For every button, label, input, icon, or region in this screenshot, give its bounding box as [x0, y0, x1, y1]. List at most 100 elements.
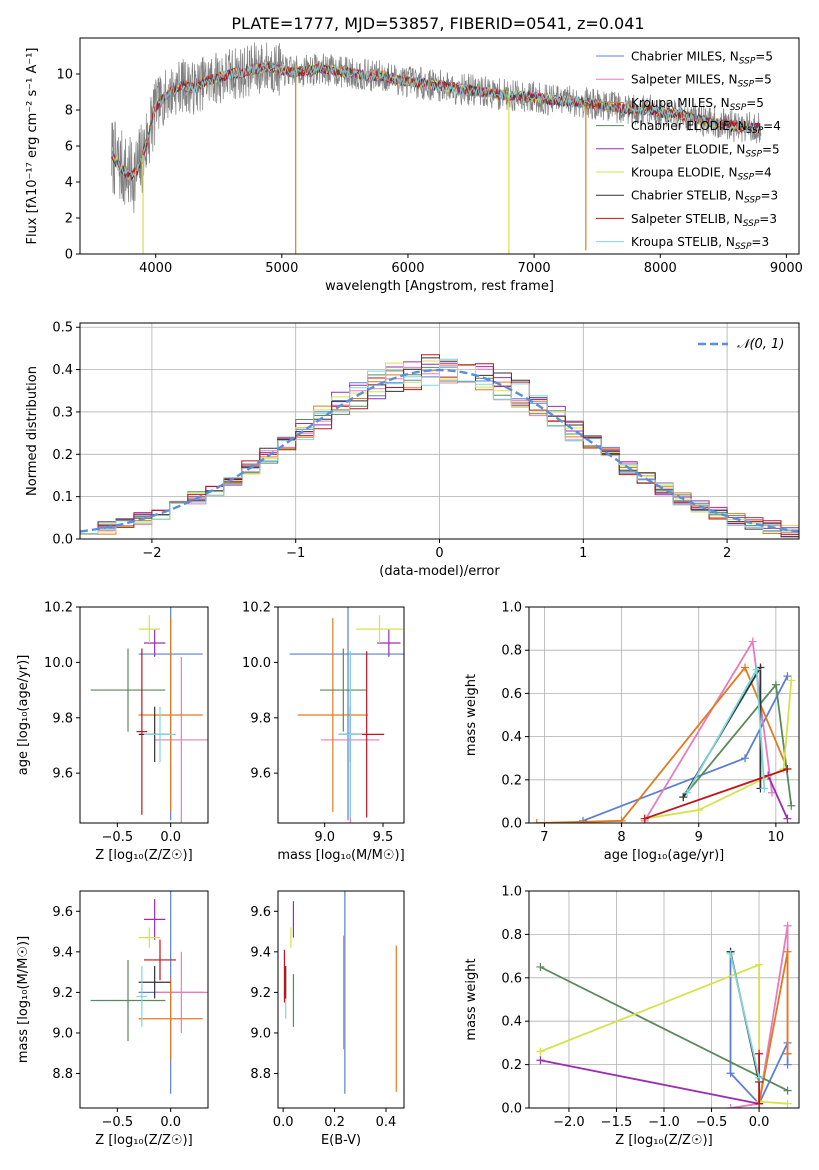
plot-area — [283, 891, 397, 1094]
x-tick-label: 1 — [579, 546, 587, 561]
x-tick-label: 5000 — [265, 261, 298, 276]
y-tick-label: 0 — [65, 248, 73, 263]
mass-weight-point — [783, 1060, 792, 1069]
mass-weight-point — [679, 793, 688, 802]
x-axis-label: Z [log₁₀(Z/Z☉)] — [615, 1133, 712, 1148]
axes-frame — [79, 606, 209, 824]
y-tick-label: 0.6 — [501, 687, 522, 702]
y-tick-label: 9.4 — [250, 945, 271, 960]
figure-title: PLATE=1777, MJD=53857, FIBERID=0541, z=0… — [231, 14, 644, 33]
x-tick-label: 2 — [723, 546, 731, 561]
y-tick-label: 9.0 — [250, 1026, 271, 1041]
y-tick-label: 0.3 — [52, 405, 73, 420]
y-tick-label: 6 — [65, 140, 73, 155]
y-tick-label: 1.0 — [501, 601, 522, 616]
x-tick-label: 0.0 — [749, 1115, 770, 1130]
mass-weight-series-line — [758, 951, 789, 1104]
x-tick-label: 10 — [768, 830, 785, 845]
mass-weight-point — [752, 665, 761, 674]
x-axis-label: Z [log₁₀(Z/Z☉)] — [95, 848, 192, 863]
x-tick-label: −2.0 — [553, 1115, 585, 1130]
y-tick-label: 0.4 — [501, 1015, 522, 1030]
mass-weight-point — [755, 1073, 764, 1082]
x-tick-label: −0.5 — [696, 1115, 728, 1130]
x-tick-label: 9 — [695, 830, 703, 845]
model-spectrum-line — [111, 63, 761, 178]
x-tick-label: −1 — [286, 546, 305, 561]
y-tick-label: 9.8 — [250, 711, 271, 726]
mass-weight-vs-age-panel: 7 8 9 10 0.0 0.2 0.4 0.6 0.8 1.0 age [log₁₀(age/yr… — [464, 601, 800, 863]
x-tick-label: 9.0 — [314, 830, 335, 845]
mass-weight-point — [783, 1086, 792, 1095]
legend-entry: Salpeter ELODIE, NSSP=5 — [631, 142, 780, 159]
y-tick-label: 9.8 — [52, 711, 73, 726]
y-tick-label: 0.2 — [501, 1058, 522, 1073]
x-tick-label: 0.0 — [160, 1115, 181, 1130]
axes-frame — [528, 606, 800, 824]
mass-weight-point — [771, 680, 780, 689]
x-axis-label: (data-model)/error — [379, 564, 500, 579]
x-axis-label: mass [log₁₀(M/M☉)] — [277, 848, 404, 863]
mass-weight-point — [783, 765, 792, 773]
mass-weight-series-line — [643, 638, 773, 822]
y-tick-label: 9.6 — [52, 905, 73, 920]
y-tick-label: 0.8 — [501, 644, 522, 659]
y-axis-label: mass [log₁₀(M/M☉)] — [16, 936, 31, 1063]
mass-weight-point — [783, 814, 792, 823]
y-tick-label: 0.2 — [501, 773, 522, 788]
mass-weight-point — [726, 1104, 735, 1108]
x-tick-label: 8 — [617, 830, 625, 845]
y-axis-label: age [log₁₀(age/yr)] — [16, 655, 31, 776]
plot-area — [289, 607, 404, 823]
y-tick-label: 0.4 — [501, 730, 522, 745]
y-axis-label: mass weight — [464, 958, 479, 1040]
x-tick-label: 6000 — [391, 261, 424, 276]
mass-weight-point — [640, 814, 649, 823]
y-tick-label: 10 — [56, 68, 73, 83]
x-axis-label: Z [log₁₀(Z/Z☉)] — [95, 1133, 192, 1148]
y-tick-label: 8.8 — [250, 1067, 271, 1082]
age-vs-mass-panel: 9.0 9.5 9.6 9.8 10.0 10.2 mass [log₁₀(M/M☉)] — [242, 601, 405, 864]
plot-area — [536, 921, 792, 1108]
mass-weight-point — [783, 1099, 792, 1108]
y-tick-label: 10.0 — [242, 656, 271, 671]
plot-area — [90, 891, 208, 1094]
x-tick-label: 7000 — [518, 261, 551, 276]
y-tick-label: 0.5 — [52, 321, 73, 336]
mass-weight-point — [536, 1056, 545, 1065]
y-tick-label: 0.0 — [501, 817, 522, 832]
mass-weight-point — [694, 806, 703, 815]
axes-frame — [79, 890, 209, 1109]
y-tick-label: 10.0 — [44, 656, 73, 671]
axes-frame — [277, 890, 405, 1109]
y-tick-label: 9.6 — [250, 905, 271, 920]
y-tick-label: 9.0 — [52, 1026, 73, 1041]
mass-weight-point — [536, 1047, 545, 1056]
x-tick-label: 0.4 — [376, 1115, 397, 1130]
mass-weight-point — [617, 816, 626, 823]
mass-weight-point — [783, 947, 792, 956]
mass-weight-point — [755, 960, 764, 969]
mass-weight-point — [783, 921, 792, 930]
x-tick-label: 0.0 — [160, 830, 181, 845]
mass-weight-point — [755, 1099, 764, 1108]
x-tick-label: 8000 — [644, 261, 677, 276]
mass-weight-series-line — [644, 680, 793, 820]
y-tick-label: 9.6 — [52, 767, 73, 782]
x-tick-label: −2 — [142, 546, 161, 561]
x-axis-label: E(B-V) — [321, 1133, 361, 1148]
x-tick-label: 0 — [435, 546, 443, 561]
y-tick-label: 0.6 — [501, 971, 522, 986]
x-tick-label: 9.5 — [373, 830, 394, 845]
mass-weight-point — [760, 784, 769, 793]
y-tick-label: 10.2 — [44, 601, 73, 616]
mass-weight-series-line — [536, 665, 789, 823]
plot-area — [90, 607, 208, 823]
y-axis-label: mass weight — [464, 674, 479, 756]
mass-weight-point — [741, 663, 749, 672]
legend-entry: Chabrier STELIB, NSSP=3 — [631, 189, 778, 206]
y-tick-label: 9.2 — [250, 986, 271, 1001]
y-tick-label: 0.4 — [52, 363, 73, 378]
legend-entry: 𝒩(0, 1) — [737, 337, 784, 352]
